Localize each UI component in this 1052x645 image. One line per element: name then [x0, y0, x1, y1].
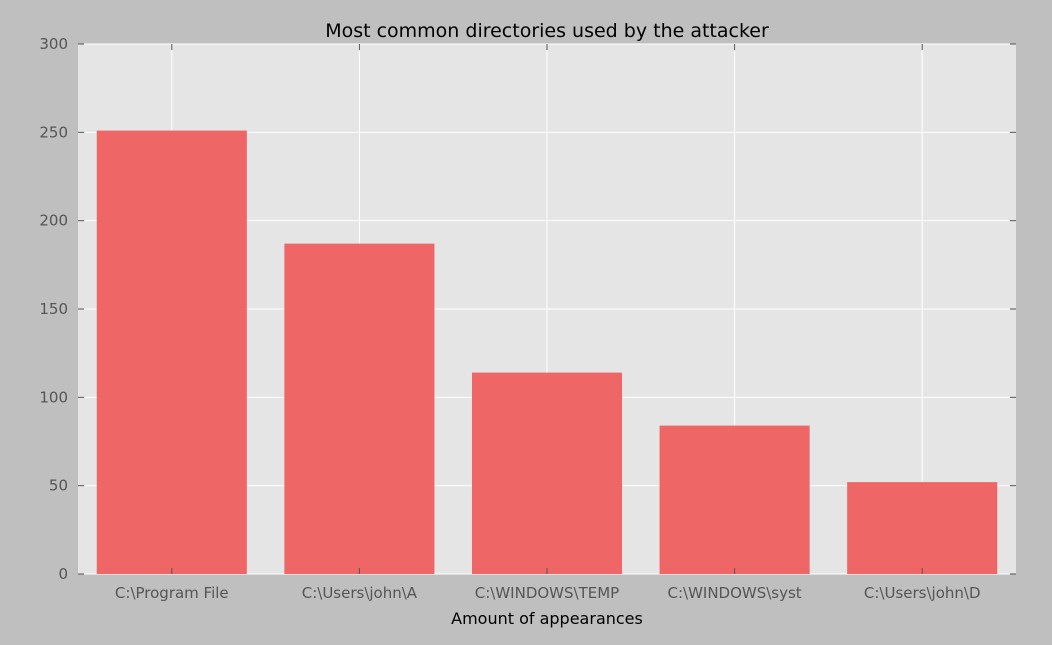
x-axis-label: Amount of appearances	[451, 609, 643, 628]
x-tick-labels: C:\Program File C:\Users\john\A C:\WINDOWS…	[115, 584, 981, 602]
x-tick-label: C:\WINDOWS\syst	[667, 584, 801, 602]
chart-title: Most common directories used by the atta…	[325, 20, 769, 42]
y-tick-labels: 0 50 100 150 200 250 300	[39, 35, 68, 583]
y-tick-label: 300	[39, 35, 68, 53]
bar	[471, 372, 623, 574]
bar	[659, 425, 810, 574]
bar	[284, 243, 435, 574]
y-tick-label: 200	[39, 212, 68, 230]
y-tick-label: 0	[58, 565, 68, 583]
bar	[847, 482, 998, 574]
x-tick-label: C:\Users\john\D	[864, 584, 981, 602]
tick-marks	[78, 43, 1016, 575]
x-tick-label: C:\Program File	[115, 584, 229, 602]
y-tick-label: 250	[39, 123, 68, 141]
bars	[96, 130, 998, 575]
y-tick-label: 100	[39, 388, 68, 406]
y-tick-label: 150	[39, 300, 68, 318]
x-tick-label: C:\WINDOWS\TEMP	[475, 584, 619, 602]
x-tick-label: C:\Users\john\A	[302, 584, 418, 602]
y-tick-label: 50	[49, 477, 68, 495]
bar	[96, 130, 247, 575]
